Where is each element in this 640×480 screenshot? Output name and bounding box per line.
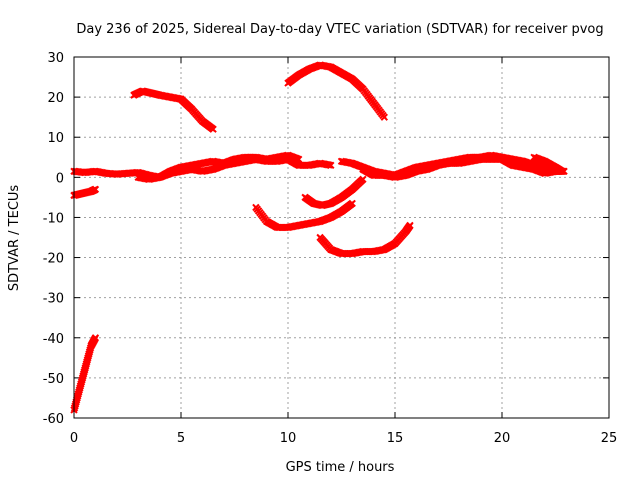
x-tick-label: 15 [387,431,404,446]
data-point [294,155,303,163]
x-tick-label: 10 [280,431,297,446]
y-tick-label: -40 [43,332,64,347]
series-arc-8 [337,151,566,180]
x-tick-label: 25 [601,431,618,446]
x-tick-label: 0 [70,431,78,446]
data-point [91,334,100,342]
y-tick-label: 30 [47,51,64,66]
series-arc-12 [316,221,414,258]
data-point [327,161,335,170]
series-arc-1 [70,334,100,414]
y-tick-label: 20 [47,91,64,106]
y-tick-label: 0 [56,171,64,186]
series-arc-5 [130,87,217,133]
data-point [209,125,217,133]
data-point [380,113,389,121]
x-tick-label: 5 [177,431,185,446]
y-tick-label: -20 [43,252,64,267]
y-tick-label: -50 [43,372,64,387]
y-tick-label: -60 [43,412,64,427]
series-arc-6 [284,61,389,121]
y-tick-label: -10 [43,211,64,226]
series-arc-4 [134,151,303,184]
chart-title: Day 236 of 2025, Sidereal Day-to-day VTE… [76,22,603,37]
data-point [348,199,356,208]
series-arc-10 [252,199,356,232]
data-point [406,221,414,230]
x-tick-label: 20 [494,431,511,446]
grid [74,57,609,418]
series-arc-2 [70,185,100,200]
series-arc-9 [530,153,566,176]
plot-frame [73,56,610,419]
x-axis-label: GPS time / hours [286,460,395,475]
series-arc-11 [301,175,367,210]
data-marks [70,61,568,414]
y-tick-label: -30 [43,292,64,307]
data-point [91,185,100,194]
data-point [359,175,367,184]
y-tick-label: 10 [47,131,64,146]
data-point [558,167,566,176]
y-axis-label: SDTVAR / TECUs [7,185,22,292]
